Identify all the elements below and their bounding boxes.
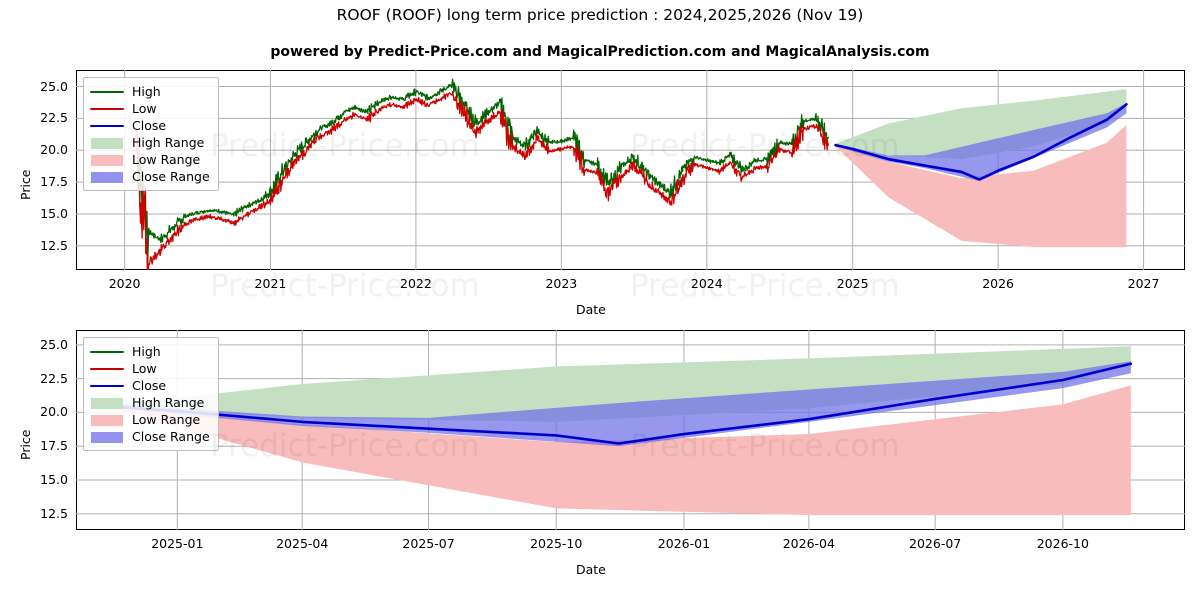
y-tick-label: 15.0	[16, 206, 68, 221]
x-tick-label: 2027	[1099, 276, 1189, 291]
x-tick-label: 2025-10	[511, 536, 601, 551]
x-tick-label: 2022	[371, 276, 461, 291]
legend-line-swatch-icon	[90, 362, 124, 376]
legend-item-label: Low Range	[132, 413, 200, 427]
legend-patch-swatch-icon	[90, 396, 124, 410]
legend-line-swatch-icon	[90, 102, 124, 116]
x-tick-label: 2025-07	[384, 536, 474, 551]
legend-item-close: Close	[90, 117, 210, 134]
x-tick-label: 2026-10	[1018, 536, 1108, 551]
legend-line-swatch-icon	[90, 85, 124, 99]
y-tick-label: 22.5	[16, 110, 68, 125]
y-tick-label: 20.0	[16, 142, 68, 157]
legend-item-low-range: Low Range	[90, 151, 210, 168]
legend-line-swatch-icon	[90, 379, 124, 393]
legend-item-label: Low	[132, 362, 157, 376]
page-subtitle: powered by Predict-Price.com and Magical…	[0, 44, 1200, 60]
legend-item-label: Close	[132, 379, 166, 393]
x-tick-label: 2024	[662, 276, 752, 291]
legend-patch-swatch-icon	[90, 170, 124, 184]
x-tick-label: 2020	[80, 276, 170, 291]
y-tick-label: 25.0	[16, 79, 68, 94]
chart-panel-forecast	[76, 330, 1185, 530]
legend-item-high: High	[90, 83, 210, 100]
legend-forecast: High Low Close High Range Low Range Close Ran…	[83, 337, 219, 451]
legend-patch-swatch-icon	[90, 430, 124, 444]
legend-item-low: Low	[90, 100, 210, 117]
legend-item-label: Close Range	[132, 170, 210, 184]
x-axis-label-history: Date	[576, 302, 606, 317]
legend-item-low: Low	[90, 360, 210, 377]
x-axis-label-forecast: Date	[576, 562, 606, 577]
legend-patch-swatch-icon	[90, 136, 124, 150]
legend-item-label: High	[132, 85, 161, 99]
legend-item-high: High	[90, 343, 210, 360]
legend-item-high-range: High Range	[90, 134, 210, 151]
x-tick-label: 2021	[225, 276, 315, 291]
legend-item-close-range: Close Range	[90, 168, 210, 185]
legend-item-high-range: High Range	[90, 394, 210, 411]
legend-item-low-range: Low Range	[90, 411, 210, 428]
legend-item-label: High	[132, 345, 161, 359]
chart-panel-history	[76, 70, 1185, 270]
legend-item-label: Close	[132, 119, 166, 133]
chart-canvas-forecast	[76, 330, 1185, 530]
chart-page: ROOF (ROOF) long term price prediction :…	[0, 0, 1200, 600]
y-tick-label: 17.5	[16, 174, 68, 189]
y-tick-label: 17.5	[16, 438, 68, 453]
x-tick-label: 2025-04	[257, 536, 347, 551]
x-tick-label: 2026	[953, 276, 1043, 291]
legend-history: High Low Close High Range Low Range Close Ran…	[83, 77, 219, 191]
x-tick-label: 2026-01	[639, 536, 729, 551]
legend-item-label: Close Range	[132, 430, 210, 444]
x-tick-label: 2025-01	[132, 536, 222, 551]
y-tick-label: 12.5	[16, 506, 68, 521]
y-tick-label: 22.5	[16, 371, 68, 386]
x-tick-label: 2026-07	[890, 536, 980, 551]
legend-patch-swatch-icon	[90, 153, 124, 167]
chart-canvas-history	[76, 70, 1185, 270]
legend-item-label: Low	[132, 102, 157, 116]
legend-item-label: High Range	[132, 136, 204, 150]
legend-patch-swatch-icon	[90, 413, 124, 427]
x-tick-label: 2026-04	[764, 536, 854, 551]
x-tick-label: 2023	[516, 276, 606, 291]
legend-line-swatch-icon	[90, 119, 124, 133]
legend-line-swatch-icon	[90, 345, 124, 359]
y-tick-label: 15.0	[16, 472, 68, 487]
y-tick-label: 25.0	[16, 337, 68, 352]
legend-item-close: Close	[90, 377, 210, 394]
x-tick-label: 2025	[808, 276, 898, 291]
page-title: ROOF (ROOF) long term price prediction :…	[0, 6, 1200, 24]
legend-item-label: Low Range	[132, 153, 200, 167]
legend-item-label: High Range	[132, 396, 204, 410]
y-tick-label: 12.5	[16, 238, 68, 253]
y-tick-label: 20.0	[16, 404, 68, 419]
legend-item-close-range: Close Range	[90, 428, 210, 445]
